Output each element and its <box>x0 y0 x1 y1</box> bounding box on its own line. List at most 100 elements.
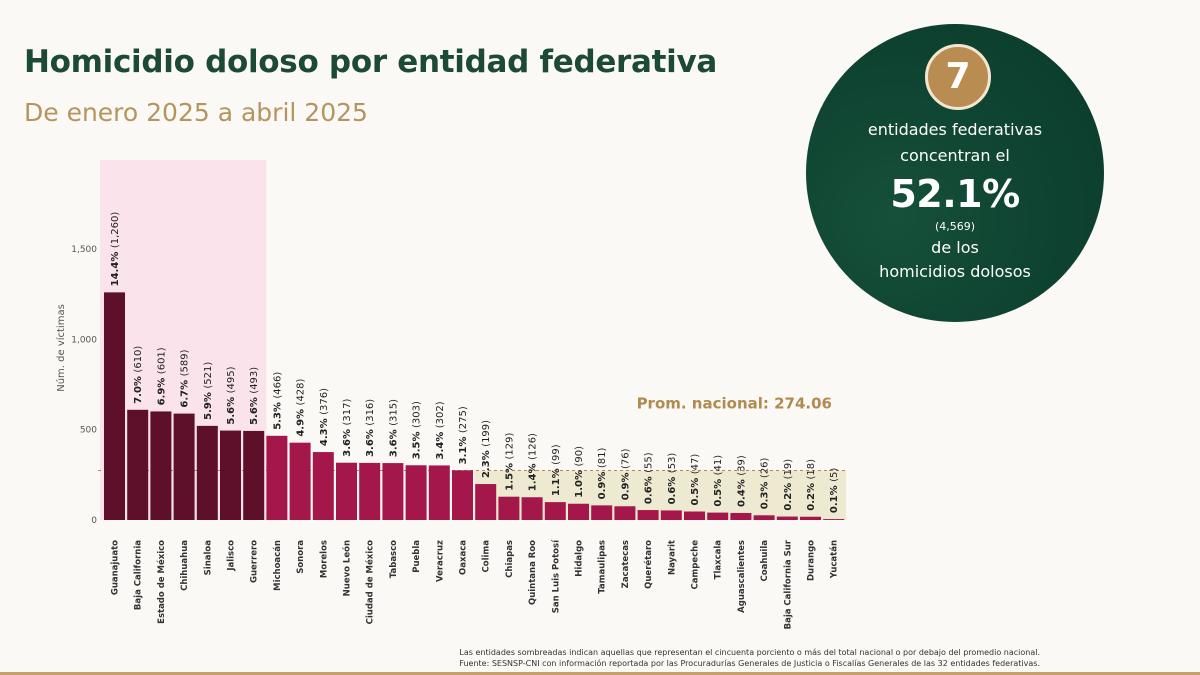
callout-line-3: de los <box>931 238 979 257</box>
bar-value-label: 3.6% (315) <box>388 399 399 457</box>
bar <box>359 462 381 520</box>
category-label: Ciudad de México <box>365 540 376 625</box>
bar-value-label: 0.3% (26) <box>760 457 771 509</box>
callout-line-4: homicidios dolosos <box>879 262 1031 281</box>
bar <box>336 462 357 520</box>
bar-value-label: 0.4% (39) <box>736 455 747 507</box>
bar <box>521 497 543 520</box>
y-tick-label: 1,000 <box>71 335 97 345</box>
bar <box>684 511 705 520</box>
bar <box>591 505 613 520</box>
bar <box>405 465 427 520</box>
bar <box>568 503 589 520</box>
bar <box>707 512 729 520</box>
category-label: Michoacán <box>273 540 283 591</box>
y-tick-label: 1,500 <box>71 245 97 255</box>
callout-count: (4,569) <box>934 220 976 233</box>
bar-value-label: 1.0% (90) <box>574 446 585 498</box>
bar-value-label: 5.9% (521) <box>203 362 214 420</box>
bar <box>452 470 473 520</box>
category-label: Oaxaca <box>459 540 469 575</box>
callout-percent: 52.1% <box>890 172 1020 216</box>
national-average-label: Prom. nacional: 274.06 <box>637 394 832 412</box>
bar-value-label: 5.6% (495) <box>226 366 237 424</box>
bottom-accent-bar <box>0 672 1200 675</box>
category-label: Baja California <box>134 540 144 610</box>
category-label: Tlaxcala <box>714 540 724 580</box>
bar <box>196 425 218 520</box>
bar <box>475 484 497 520</box>
category-label: Sinaloa <box>203 540 213 576</box>
bar <box>776 516 798 520</box>
category-label: Campeche <box>691 540 701 590</box>
bar-value-label: 0.5% (47) <box>690 454 701 506</box>
category-label: Querétaro <box>643 540 654 589</box>
bar <box>544 502 566 520</box>
category-label: Sonora <box>296 540 306 574</box>
bar <box>730 512 752 520</box>
summary-callout: 7 entidades federativas concentran el 52… <box>806 24 1104 322</box>
bar <box>104 292 125 520</box>
bar-value-label: 0.2% (19) <box>783 459 794 511</box>
bar <box>289 442 311 520</box>
bar-value-label: 1.4% (126) <box>528 433 539 491</box>
bar-value-label: 4.3% (376) <box>319 388 330 446</box>
category-label: Jalisco <box>227 540 237 572</box>
bar <box>637 510 659 520</box>
category-label: Nuevo León <box>342 540 353 596</box>
bar-value-label: 0.6% (53) <box>667 453 678 505</box>
bar <box>498 496 520 520</box>
bar <box>753 515 775 520</box>
bar-value-label: 0.9% (81) <box>597 448 608 500</box>
bar <box>312 452 334 520</box>
bar <box>243 430 265 520</box>
bar-value-label: 6.7% (589) <box>180 349 191 407</box>
category-label: Guerrero <box>250 540 260 583</box>
bar <box>660 510 682 520</box>
category-label: Chiapas <box>505 540 515 578</box>
page-subtitle: De enero 2025 a abril 2025 <box>24 98 368 127</box>
category-label: Aguascalientes <box>737 540 747 613</box>
category-label: Hidalgo <box>575 540 585 577</box>
y-tick-label: 0 <box>91 516 97 526</box>
bar <box>428 465 450 520</box>
bar-value-label: 3.6% (317) <box>342 399 353 457</box>
category-label: Tamaulipas <box>598 540 608 594</box>
y-tick-label: 500 <box>80 426 97 436</box>
bar-value-label: 1.5% (129) <box>504 432 515 490</box>
bar-value-label: 0.5% (41) <box>713 455 724 507</box>
bar-value-label: 0.1% (5) <box>829 468 840 513</box>
category-label: Colima <box>482 540 492 573</box>
bar-value-label: 4.9% (428) <box>296 378 307 436</box>
bar-value-label: 0.6% (55) <box>644 452 655 504</box>
category-label: Tabasco <box>389 540 399 578</box>
bar-value-label: 2.3% (199) <box>481 420 492 478</box>
bar-value-label: 6.9% (601) <box>156 347 167 405</box>
bar-value-label: 7.0% (610) <box>133 346 144 404</box>
bar-value-label: 3.6% (316) <box>365 399 376 457</box>
category-label: Yucatán <box>830 540 840 579</box>
bar-value-label: 3.1% (275) <box>458 406 469 464</box>
category-label: Quintana Roo <box>528 540 538 605</box>
y-axis-label: Núm. de víctimas <box>55 304 67 392</box>
category-label: Zacatecas <box>621 540 631 588</box>
bar <box>220 430 241 520</box>
bar <box>150 411 172 520</box>
bar-value-label: 1.1% (99) <box>551 444 562 496</box>
bar <box>266 435 288 520</box>
callout-line-1: entidades federativas <box>867 120 1043 139</box>
bar <box>823 519 845 520</box>
category-label: Coahuila <box>760 540 770 582</box>
category-label: Morelos <box>319 540 329 578</box>
category-label: San Luis Potosí <box>551 539 561 613</box>
bar <box>173 413 195 520</box>
page-title: Homicidio doloso por entidad federativa <box>24 44 718 80</box>
category-label: Veracruz <box>435 540 445 582</box>
bar-value-label: 14.4% (1,260) <box>110 212 121 287</box>
footnote-shading: Las entidades sombreadas indican aquella… <box>459 648 1040 657</box>
bar-value-label: 5.3% (466) <box>272 372 283 430</box>
category-label: Durango <box>807 540 817 581</box>
entity-count-badge: 7 <box>925 44 991 110</box>
bar <box>382 463 404 520</box>
